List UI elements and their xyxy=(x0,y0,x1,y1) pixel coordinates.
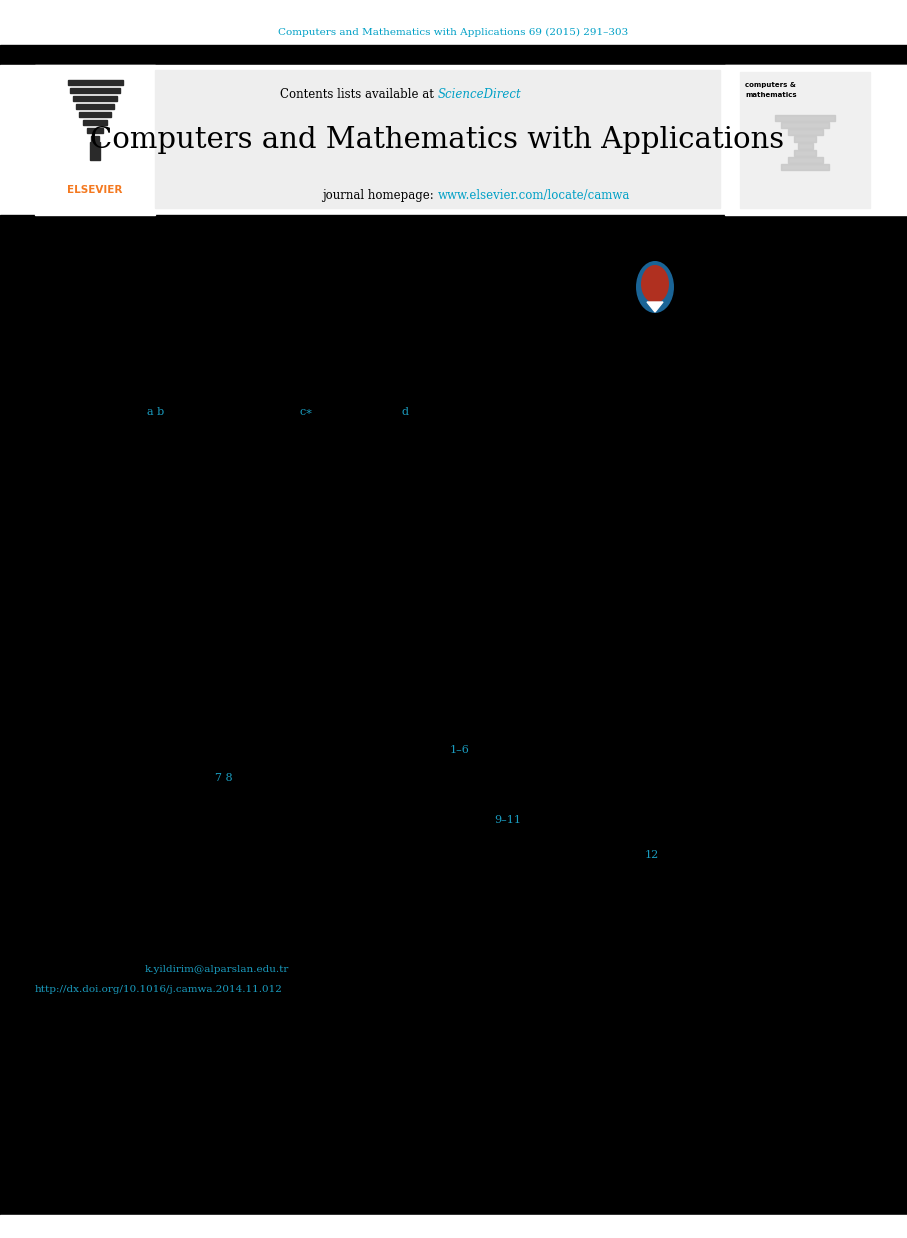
Bar xyxy=(794,136,816,142)
Text: 1–6: 1–6 xyxy=(450,745,470,755)
Text: Computers and Mathematics with Applications 69 (2015) 291–303: Computers and Mathematics with Applicati… xyxy=(278,27,629,37)
Bar xyxy=(794,150,816,156)
Bar xyxy=(155,71,720,208)
Bar xyxy=(740,72,870,208)
Bar xyxy=(725,66,907,215)
Text: c∗: c∗ xyxy=(300,407,314,417)
Bar xyxy=(0,45,907,66)
Bar xyxy=(91,136,99,141)
Bar xyxy=(0,66,907,215)
Text: Contents lists available at: Contents lists available at xyxy=(280,88,437,102)
Text: www.elsevier.com/locate/camwa: www.elsevier.com/locate/camwa xyxy=(437,188,629,202)
Text: 7 8: 7 8 xyxy=(215,773,232,782)
Text: k.yildirim@alparslan.edu.tr: k.yildirim@alparslan.edu.tr xyxy=(145,966,289,974)
Bar xyxy=(787,129,823,135)
Bar xyxy=(775,115,835,121)
Text: a b: a b xyxy=(147,407,164,417)
Bar xyxy=(0,0,907,45)
Bar xyxy=(67,80,122,85)
Bar xyxy=(73,97,117,102)
Text: ELSEVIER: ELSEVIER xyxy=(67,184,122,196)
Bar xyxy=(781,163,829,170)
Bar xyxy=(90,142,100,160)
Text: 12: 12 xyxy=(645,851,659,860)
Bar xyxy=(83,120,107,125)
Text: Computers and Mathematics with Applications: Computers and Mathematics with Applicati… xyxy=(91,126,785,154)
Bar xyxy=(0,215,907,1214)
Text: d: d xyxy=(401,407,408,417)
Bar xyxy=(797,144,813,149)
Bar xyxy=(781,123,829,128)
Bar xyxy=(787,157,823,163)
Text: http://dx.doi.org/10.1016/j.camwa.2014.11.012: http://dx.doi.org/10.1016/j.camwa.2014.1… xyxy=(35,985,283,994)
Ellipse shape xyxy=(636,261,674,313)
Bar xyxy=(0,1214,907,1238)
Ellipse shape xyxy=(641,265,669,303)
Text: 9–11: 9–11 xyxy=(494,815,521,825)
Bar xyxy=(76,104,114,109)
Text: journal homepage:: journal homepage: xyxy=(322,188,437,202)
Bar xyxy=(87,128,103,132)
Polygon shape xyxy=(647,302,663,312)
Bar xyxy=(70,88,120,93)
Text: computers &: computers & xyxy=(745,82,795,88)
Bar xyxy=(79,111,111,118)
Text: mathematics: mathematics xyxy=(745,92,796,98)
Text: ScienceDirect: ScienceDirect xyxy=(437,88,522,102)
Bar xyxy=(35,66,155,215)
